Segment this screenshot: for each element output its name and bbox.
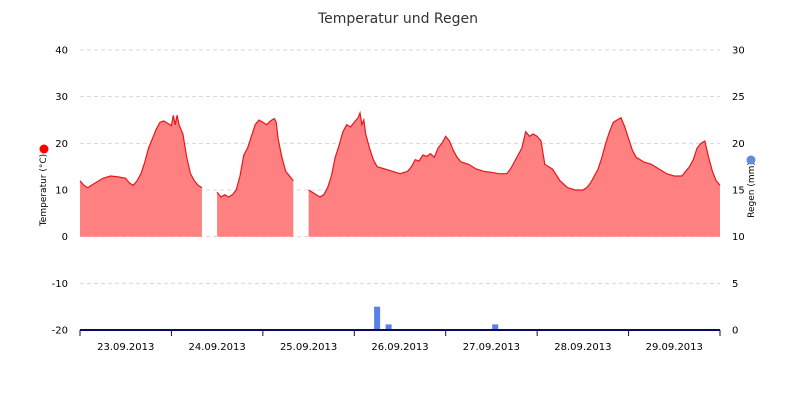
y-right-tick-label: 25 — [732, 92, 745, 103]
x-tick-label: 29.09.2013 — [646, 342, 703, 353]
rain-bar — [385, 324, 392, 330]
x-tick-label: 23.09.2013 — [97, 342, 154, 353]
y-left-tick-label: -20 — [52, 326, 68, 337]
temperature-line — [308, 110, 721, 198]
y-left-tick-label: -10 — [52, 279, 68, 290]
x-tick-label: 25.09.2013 — [280, 342, 337, 353]
y-left-tick-label: 0 — [62, 232, 68, 243]
y-left-tick-label: 40 — [55, 46, 68, 57]
y-right-tick-label: 20 — [732, 139, 745, 150]
y-left-tick-label: 10 — [55, 186, 68, 197]
temperature-line — [216, 117, 294, 198]
x-tick-label: 28.09.2013 — [554, 342, 611, 353]
axes: 40 30 20 10 0 -10 -20 30 25 20 15 10 5 0 23.09.2013 24.… — [52, 46, 745, 354]
left-axis-marker-icon — [39, 144, 49, 154]
rain-bar — [374, 306, 381, 330]
y-left-tick-label: 20 — [55, 139, 68, 150]
x-tick-label: 27.09.2013 — [463, 342, 520, 353]
temperature-fill — [217, 118, 294, 237]
chart-title: Temperatur und Regen — [317, 11, 478, 27]
rain-bars — [374, 306, 499, 330]
y-left-tick-label: 30 — [55, 92, 68, 103]
y-right-tick-label: 5 — [732, 279, 738, 290]
temperature-fill — [80, 115, 202, 237]
right-axis-marker-icon — [746, 155, 756, 165]
y-right-tick-label: 15 — [732, 186, 745, 197]
temperature-area — [79, 110, 721, 237]
temperature-fill — [308, 113, 720, 237]
y-right-tick-label: 10 — [732, 232, 745, 243]
x-tick-label: 24.09.2013 — [189, 342, 246, 353]
temperature-line — [79, 115, 203, 189]
rain-bar — [492, 324, 499, 330]
y-right-tick-label: 0 — [732, 326, 738, 337]
right-axis-label: Regen (mm) — [747, 162, 757, 218]
y-right-tick-label: 30 — [732, 46, 745, 57]
x-tick-label: 26.09.2013 — [371, 342, 428, 353]
left-axis-label: Temperatur (°C) — [39, 154, 49, 227]
